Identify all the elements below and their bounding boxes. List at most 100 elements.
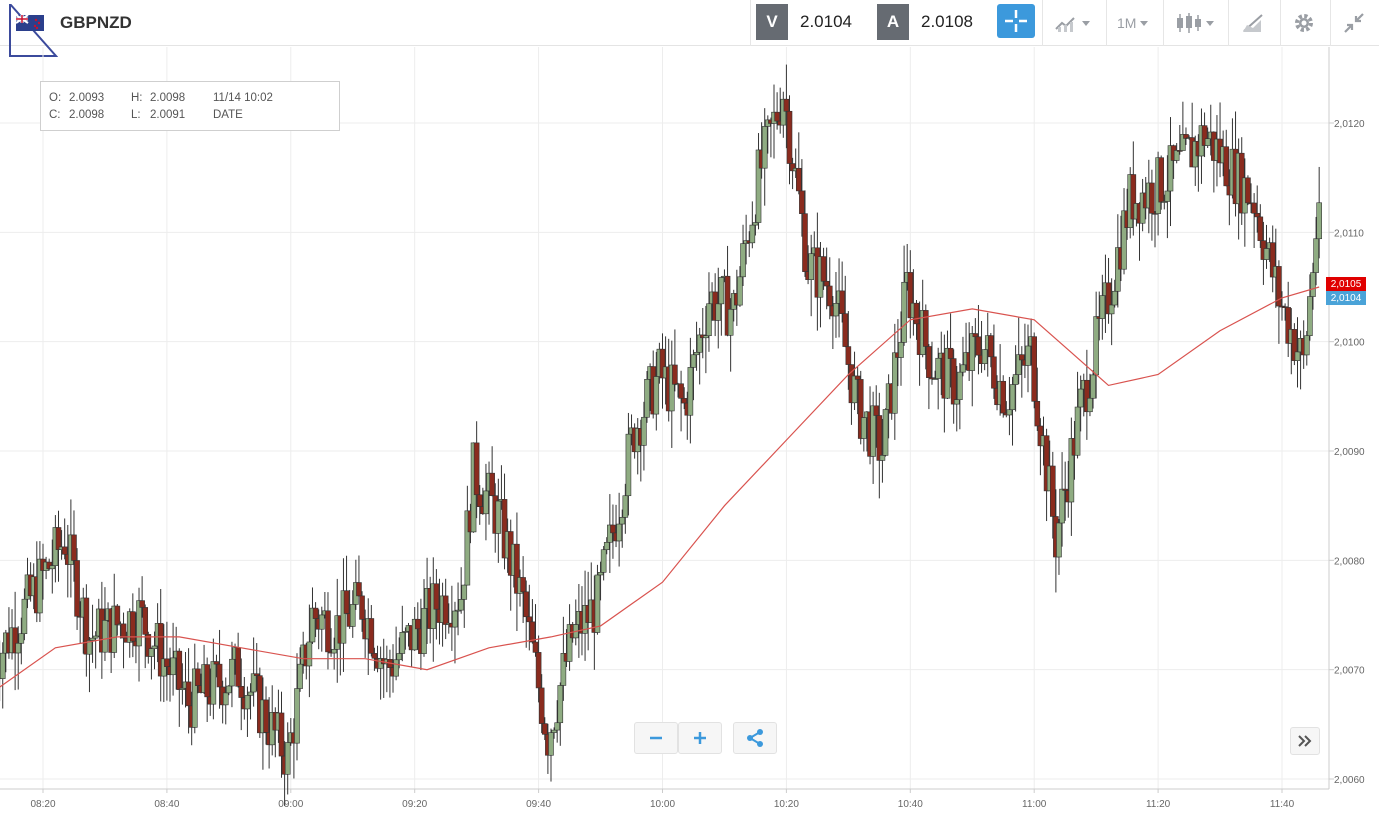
moving-average-line: [0, 286, 1320, 688]
candle-up: [969, 333, 976, 371]
buy-price-button[interactable]: A 2.0108: [877, 4, 973, 40]
candle-up: [0, 652, 6, 679]
candle-down: [532, 641, 539, 653]
candle-up: [740, 243, 746, 278]
timeframe-button[interactable]: 1M: [1117, 8, 1149, 38]
candle-down: [789, 163, 796, 172]
x-tick-label: 10:20: [774, 799, 799, 810]
candle-up: [284, 742, 291, 775]
candle-up: [294, 688, 300, 744]
candle-up: [879, 455, 886, 461]
candle-down: [356, 582, 362, 597]
y-tick-label: 2,0060: [1334, 775, 1365, 786]
candle-up: [1313, 238, 1319, 273]
candle-up: [1074, 406, 1081, 456]
candle-up: [18, 633, 25, 644]
candle-style-button[interactable]: [1176, 8, 1214, 38]
candle-up: [693, 351, 700, 356]
candle-down: [157, 623, 164, 677]
candle-up: [668, 364, 675, 412]
candle-down: [414, 618, 421, 630]
zoom-in-button[interactable]: [678, 722, 722, 754]
candle-down: [839, 290, 845, 314]
candle-down: [1034, 401, 1041, 427]
candle-down: [523, 591, 530, 618]
candle-down: [130, 611, 136, 642]
candle-up: [644, 379, 650, 418]
close-value: 2.0098: [69, 109, 105, 121]
high-label: H:: [131, 92, 143, 104]
candle-up: [455, 609, 461, 612]
candle-up: [393, 659, 399, 677]
candle-up: [1093, 316, 1099, 376]
candle-down: [278, 712, 285, 757]
candle-down: [1183, 134, 1189, 139]
ask-price-label: 2,0105: [1326, 277, 1366, 291]
open-value: 2.0093: [69, 92, 105, 104]
candle-up: [696, 334, 703, 353]
candle-down: [55, 527, 62, 550]
candle-down: [1043, 435, 1050, 492]
candle-up: [191, 668, 198, 728]
candle-up: [551, 729, 557, 733]
candle-up: [1307, 296, 1313, 336]
x-tick-label: 10:40: [898, 799, 923, 810]
open-label: O:: [49, 92, 62, 104]
candle-down: [71, 534, 77, 561]
candle-up: [706, 303, 712, 337]
chart-type-button[interactable]: [1054, 8, 1090, 38]
candle-up: [944, 347, 951, 399]
candle-up: [622, 495, 629, 518]
timeframe-label: 1M: [1117, 15, 1137, 31]
sell-label: V: [756, 4, 788, 40]
candle-up: [148, 648, 155, 657]
candle-up: [226, 685, 232, 694]
candle-down: [312, 607, 319, 619]
candle-up: [607, 524, 613, 543]
candle-down: [1245, 177, 1251, 204]
candle-down: [1291, 329, 1298, 361]
candle-up: [318, 614, 325, 630]
date-label: DATE: [213, 109, 243, 121]
candle-down: [371, 653, 378, 659]
candle-up: [1310, 272, 1316, 297]
candle-up: [102, 620, 108, 653]
candle-up: [297, 663, 303, 689]
candle-up: [452, 610, 458, 628]
price-chart[interactable]: 2,0060 2,0070 2,0080 2,0090 2,0100 2,0110 2,01…: [0, 47, 1379, 819]
share-button[interactable]: [733, 722, 777, 754]
candle-down: [1257, 216, 1264, 241]
candle-down: [535, 652, 542, 689]
candle-down: [659, 348, 666, 379]
candle-down: [913, 302, 920, 325]
candle-down: [950, 358, 957, 405]
crosshair-button[interactable]: [997, 4, 1035, 38]
candle-up: [1167, 145, 1174, 192]
sell-price-button[interactable]: V 2.0104: [756, 4, 852, 40]
draw-tools-button[interactable]: [1241, 8, 1265, 38]
plus-icon: [694, 732, 706, 744]
candle-up: [210, 661, 217, 705]
candle-down: [1062, 488, 1068, 491]
collapse-button[interactable]: [1342, 8, 1366, 38]
candle-down: [83, 597, 90, 655]
chevron-down-icon: [1082, 20, 1090, 26]
candle-up: [870, 405, 876, 457]
zoom-out-button[interactable]: [634, 722, 678, 754]
candle-down: [164, 658, 170, 668]
candle-down: [520, 577, 526, 593]
candle-up: [1173, 150, 1180, 161]
settings-button[interactable]: [1292, 8, 1316, 38]
candle-down: [61, 546, 68, 555]
candle-down: [786, 110, 793, 164]
candle-up: [1025, 345, 1031, 366]
candle-up: [616, 523, 622, 542]
candle-up: [86, 640, 93, 655]
close-label: C:: [49, 109, 61, 121]
candle-down: [823, 280, 830, 287]
candle-up: [901, 281, 907, 343]
scroll-to-latest-button[interactable]: [1290, 727, 1320, 755]
draw-icon: [1243, 14, 1263, 32]
candle-up: [752, 222, 759, 226]
